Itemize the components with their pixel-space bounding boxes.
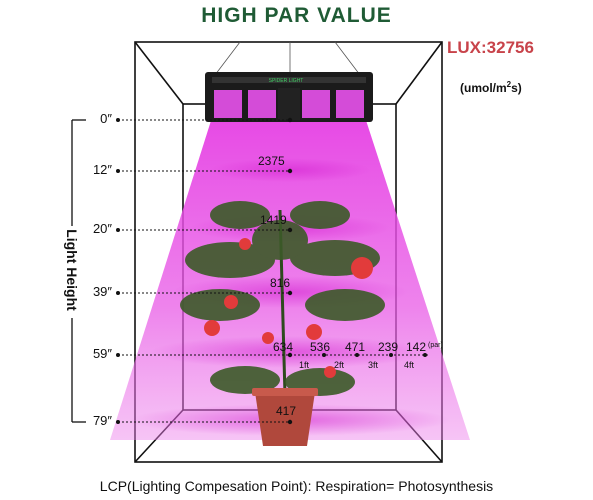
- page-title: HIGH PAR VALUE: [201, 4, 392, 27]
- tomato: [262, 332, 274, 344]
- plant-pot: [255, 392, 315, 446]
- height-label-0: 0″: [100, 111, 112, 126]
- height-bracket: [71, 119, 86, 423]
- par-value-59-center: 634: [273, 340, 294, 354]
- distance-3ft: 3ft: [368, 360, 379, 370]
- par-unit: (umol/m2s): [460, 80, 522, 95]
- frame-edge: [134, 41, 184, 105]
- unit-suffix: s): [511, 81, 522, 95]
- height-guides: [118, 119, 430, 423]
- unit-exponent: 2: [506, 80, 512, 89]
- height-label-20: 20″: [92, 221, 112, 236]
- par-value-39: 816: [270, 276, 291, 290]
- lux-value: LUX:32756: [447, 38, 534, 57]
- par-value-2ft: 471: [345, 340, 366, 354]
- height-label-12: 12″: [92, 162, 112, 177]
- par-value-1ft: 536: [310, 340, 331, 354]
- distance-2ft: 2ft: [334, 360, 345, 370]
- height-label-79: 79″: [92, 413, 112, 428]
- lamp-brand: SPIDER LIGHT: [269, 78, 304, 84]
- beam-ring: [150, 336, 430, 368]
- frame-edge: [395, 41, 443, 105]
- distance-4ft: 4ft: [404, 360, 415, 370]
- distance-1ft: 1ft: [299, 360, 310, 370]
- lcp-footer-note: LCP(Lighting Compesation Point): Respira…: [99, 478, 494, 494]
- par-value-3ft: 239: [378, 340, 399, 354]
- grow-lamp: SPIDER LIGHT: [205, 72, 373, 122]
- light-height-axis-label: Light Height: [64, 229, 80, 311]
- height-label-59: 59″: [92, 346, 112, 361]
- par-tag: (par): [428, 342, 443, 349]
- tomato: [324, 366, 336, 378]
- par-value-79: 417: [276, 404, 297, 418]
- tomato: [204, 320, 220, 336]
- hanging-wires: [214, 41, 361, 76]
- tomato: [224, 295, 238, 309]
- height-markers: [116, 117, 427, 425]
- par-value-20: 1419: [260, 213, 287, 227]
- tomato: [239, 238, 251, 250]
- tomato: [306, 324, 322, 340]
- tomato: [351, 257, 373, 279]
- par-value-4ft: 142: [406, 340, 427, 354]
- tent-outer-frame: [134, 41, 443, 463]
- par-value-12: 2375: [258, 154, 285, 168]
- height-label-39: 39″: [92, 284, 112, 299]
- unit-prefix: (umol/m: [460, 81, 507, 95]
